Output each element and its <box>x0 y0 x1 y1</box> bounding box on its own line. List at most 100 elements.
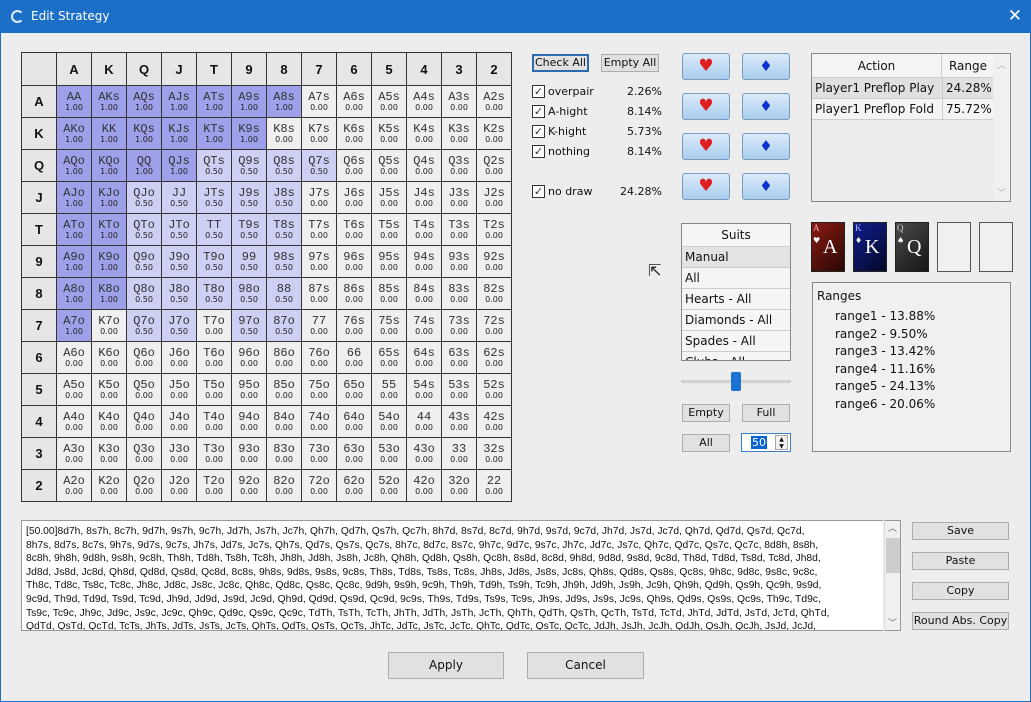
diamond-suit-button[interactable]: ♦ <box>742 53 790 80</box>
hand-cell[interactable]: J7s 0.00 <box>301 181 337 214</box>
hand-cell[interactable]: 94o 0.00 <box>231 405 267 438</box>
column-header[interactable]: 2 <box>476 52 512 86</box>
copy-button[interactable]: Copy <box>912 582 1009 600</box>
check-all-button[interactable]: Check All <box>532 54 589 72</box>
full-button[interactable]: Full <box>742 404 790 422</box>
hand-cell[interactable]: K7s 0.00 <box>301 117 337 150</box>
hand-cell[interactable]: KTs 1.00 <box>196 117 232 150</box>
hand-cell[interactable]: KTo 1.00 <box>91 213 127 246</box>
hand-cell[interactable]: 74o 0.00 <box>301 405 337 438</box>
hand-cell[interactable]: A8s 1.00 <box>266 85 302 118</box>
hand-cell[interactable]: 96s 0.00 <box>336 245 372 278</box>
hand-cell[interactable]: J2o 0.00 <box>161 469 197 502</box>
hand-cell[interactable]: 98o 0.50 <box>231 277 267 310</box>
board-card[interactable]: K ♦ K <box>853 222 887 272</box>
hand-cell[interactable]: AJo 1.00 <box>56 181 92 214</box>
hand-cell[interactable]: 72s 0.00 <box>476 309 512 342</box>
hand-cell[interactable]: 63s 0.00 <box>441 341 477 374</box>
filter-checkbox-a-hight[interactable]: ✓ A-hight 8.14% <box>532 105 662 119</box>
hand-cell[interactable]: T5o 0.00 <box>196 373 232 406</box>
empty-card-slot[interactable] <box>979 222 1013 272</box>
hand-cell[interactable]: J9s 0.50 <box>231 181 267 214</box>
hand-cell[interactable]: 43o 0.00 <box>406 437 442 470</box>
row-header[interactable]: 8 <box>21 277 57 310</box>
hand-cell[interactable]: 84s 0.00 <box>406 277 442 310</box>
hand-cell[interactable]: J6o 0.00 <box>161 341 197 374</box>
hand-cell[interactable]: J3s 0.00 <box>441 181 477 214</box>
hand-cell[interactable]: A3o 0.00 <box>56 437 92 470</box>
row-header[interactable]: J <box>21 181 57 214</box>
column-header[interactable]: 9 <box>231 52 267 86</box>
hand-cell[interactable]: 85s 0.00 <box>371 277 407 310</box>
hand-cell[interactable]: J6s 0.00 <box>336 181 372 214</box>
hand-cell[interactable]: 53s 0.00 <box>441 373 477 406</box>
hand-cell[interactable]: Q6s 0.00 <box>336 149 372 182</box>
hand-cell[interactable]: A9s 1.00 <box>231 85 267 118</box>
heart-suit-button[interactable]: ♥ <box>682 133 730 160</box>
hand-cell[interactable]: T8o 0.50 <box>196 277 232 310</box>
board-card[interactable]: A ♥ A <box>811 222 845 272</box>
hand-cell[interactable]: J2s 0.00 <box>476 181 512 214</box>
hand-cell[interactable]: T5s 0.00 <box>371 213 407 246</box>
heart-suit-button[interactable]: ♥ <box>682 53 730 80</box>
hand-cell[interactable]: K7o 0.00 <box>91 309 127 342</box>
column-header[interactable]: T <box>196 52 232 86</box>
hand-cell[interactable]: 73o 0.00 <box>301 437 337 470</box>
hand-cell[interactable]: A3s 0.00 <box>441 85 477 118</box>
hand-cell[interactable]: A4o 0.00 <box>56 405 92 438</box>
suit-option[interactable]: Hearts - All <box>682 289 790 310</box>
hand-cell[interactable]: 64o 0.00 <box>336 405 372 438</box>
hand-cell[interactable]: K4o 0.00 <box>91 405 127 438</box>
hand-cell[interactable]: 86s 0.00 <box>336 277 372 310</box>
hand-cell[interactable]: AKs 1.00 <box>91 85 127 118</box>
hand-cell[interactable]: KJo 1.00 <box>91 181 127 214</box>
hand-cell[interactable]: 97o 0.50 <box>231 309 267 342</box>
spin-arrows-icon[interactable]: ▲ ▼ <box>775 435 788 450</box>
diamond-suit-button[interactable]: ♦ <box>742 93 790 120</box>
hand-cell[interactable]: K6o 0.00 <box>91 341 127 374</box>
hand-cell[interactable]: Q5o 0.00 <box>126 373 162 406</box>
hand-cell[interactable]: Q5s 0.00 <box>371 149 407 182</box>
hand-cell[interactable]: QTs 0.50 <box>196 149 232 182</box>
hand-cell[interactable]: 76o 0.00 <box>301 341 337 374</box>
row-header[interactable]: 5 <box>21 373 57 406</box>
filter-checkbox-overpair[interactable]: ✓ overpair 2.26% <box>532 85 662 99</box>
hand-cell[interactable]: 74s 0.00 <box>406 309 442 342</box>
action-column-header[interactable]: Action <box>812 54 942 78</box>
suit-option[interactable]: Spades - All <box>682 331 790 352</box>
row-header[interactable]: 3 <box>21 437 57 470</box>
suit-option[interactable]: All <box>682 268 790 289</box>
hand-cell[interactable]: JJ 0.50 <box>161 181 197 214</box>
column-header[interactable]: 3 <box>441 52 477 86</box>
hand-cell[interactable]: Q3o 0.00 <box>126 437 162 470</box>
column-header[interactable]: 5 <box>371 52 407 86</box>
hand-cell[interactable]: T4s 0.00 <box>406 213 442 246</box>
hand-cell[interactable]: 86o 0.00 <box>266 341 302 374</box>
row-header[interactable]: 9 <box>21 245 57 278</box>
hand-cell[interactable]: K3s 0.00 <box>441 117 477 150</box>
column-header[interactable]: 7 <box>301 52 337 86</box>
suit-option[interactable]: Manual <box>682 247 790 268</box>
hand-cell[interactable]: 65s 0.00 <box>371 341 407 374</box>
action-row[interactable]: Player1 Preflop Play 24.28% <box>812 78 994 99</box>
hand-cell[interactable]: 82o 0.00 <box>266 469 302 502</box>
hand-cell[interactable]: AQo 1.00 <box>56 149 92 182</box>
checkbox-icon[interactable]: ✓ <box>532 145 545 158</box>
hand-cell[interactable]: T3s 0.00 <box>441 213 477 246</box>
hand-cell[interactable]: Q7o 0.50 <box>126 309 162 342</box>
row-header[interactable]: 7 <box>21 309 57 342</box>
hand-cell[interactable]: K8o 1.00 <box>91 277 127 310</box>
hand-cell[interactable]: 97s 0.00 <box>301 245 337 278</box>
hand-cell[interactable]: 55 0.00 <box>371 373 407 406</box>
hand-cell[interactable]: A2s 0.00 <box>476 85 512 118</box>
round-abs-copy-button[interactable]: Round Abs. Copy <box>912 612 1009 630</box>
hand-cell[interactable]: 62o 0.00 <box>336 469 372 502</box>
hand-cell[interactable]: J5s 0.00 <box>371 181 407 214</box>
hand-cell[interactable]: 42o 0.00 <box>406 469 442 502</box>
hand-cell[interactable]: 43s 0.00 <box>441 405 477 438</box>
text-scrollbar-thumb[interactable] <box>886 538 900 573</box>
hand-cell[interactable]: ATo 1.00 <box>56 213 92 246</box>
filter-checkbox-nothing[interactable]: ✓ nothing 8.14% <box>532 145 662 159</box>
hand-cell[interactable]: Q8o 0.50 <box>126 277 162 310</box>
hand-cell[interactable]: K4s 0.00 <box>406 117 442 150</box>
